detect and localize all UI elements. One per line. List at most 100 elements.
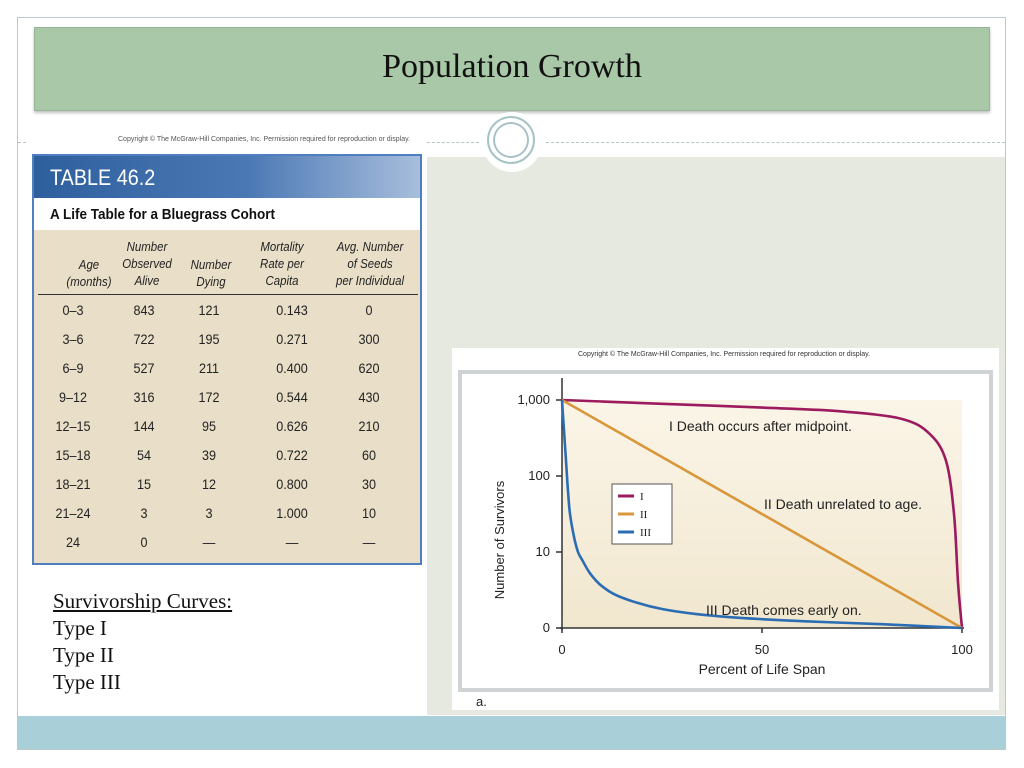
table-row: 6–9 527 211 0.400 620 [34,360,420,389]
text-block: Survivorship Curves: Type I Type II Type… [53,588,232,696]
table-cell-dying: — [202,534,216,550]
table-copyright: Copyright © The McGraw-Hill Companies, I… [118,136,411,143]
y-tick-label: 1,000 [517,392,550,407]
x-tick-label: 100 [951,642,973,657]
table-cell-mortality: 0.544 [276,389,308,405]
legend-label: II [640,509,648,521]
y-tick-label: 100 [528,468,550,483]
table-row: 12–15 144 95 0.626 210 [34,418,420,447]
curve-annotation: III Death comes early on. [706,602,862,618]
table-cell-mortality: 0.143 [276,302,308,318]
table-cell-seeds: — [362,534,376,550]
table-column-header: Number Dying [190,257,232,289]
survivorship-type-item: Type II [53,643,114,667]
table-cell-seeds: 430 [358,389,380,405]
table-cell-mortality: 0.271 [276,331,308,347]
survivorship-type-item: Type I [53,616,107,640]
table-cell-seeds: 10 [361,505,377,521]
table-cell-age: 6–9 [62,360,84,376]
table-cell-dying: 95 [201,418,217,434]
table-cell-seeds: 30 [361,476,377,492]
legend-label: III [640,527,651,539]
table-cell-age: 0–3 [62,302,84,318]
table-cell-dying: 211 [198,360,220,376]
table-column-header: Number Observed Alive [122,239,172,288]
x-tick-label: 0 [558,642,565,657]
table-cell-alive: 144 [133,418,155,434]
table-column-header: Avg. Number of Seeds per Individual [335,239,405,288]
table-row: 24 0 — — — [34,534,420,563]
curve-annotation: II Death unrelated to age. [764,496,922,512]
table-cell-age: 3–6 [62,331,84,347]
y-axis-label: Number of Survivors [492,480,507,599]
table-header-rule [38,294,418,295]
table-column-header: Age (months) [66,257,112,289]
table-cell-dying: 3 [205,505,213,521]
table-cell-mortality: 0.800 [276,476,308,492]
table-cell-seeds: 0 [365,302,373,318]
bottom-band [18,716,1005,749]
curve-annotation: I Death occurs after midpoint. [669,418,852,434]
series-line-type-ii [561,398,963,630]
table-cell-dying: 195 [198,331,220,347]
legend-label: I [640,491,644,503]
title-bar: Population Growth [34,27,990,111]
slide-title: Population Growth [382,48,642,85]
x-axis-label: Percent of Life Span [699,661,826,677]
y-tick-label: 10 [536,544,550,559]
table-number: TABLE 46.2 [50,165,156,190]
table-cell-age: 24 [65,534,81,550]
table-cell-dying: 121 [198,302,220,318]
table-cell-dying: 39 [201,447,217,463]
table-row: 3–6 722 195 0.271 300 [34,331,420,360]
table-cell-mortality: 0.626 [276,418,308,434]
divider-line-left [18,142,26,143]
table-row: 0–3 843 121 0.143 0 [34,302,420,331]
table-cell-alive: 843 [133,302,155,318]
panel-label: a. [476,694,487,709]
table-cell-alive: 3 [140,505,148,521]
survivorship-chart: Copyright © The McGraw-Hill Companies, I… [458,350,993,709]
table-cell-alive: 15 [136,476,152,492]
table-cell-alive: 54 [136,447,152,463]
table-cell-alive: 0 [140,534,148,550]
table-cell-seeds: 60 [361,447,377,463]
table-cell-dying: 172 [198,389,220,405]
curve-annotations: I Death occurs after midpoint. II Death u… [669,418,922,618]
life-table: TABLE 46.2 A Life Table for a Bluegrass … [32,154,422,565]
table-row: 21–24 3 3 1.000 10 [34,505,420,534]
table-cell-age: 21–24 [55,505,91,521]
divider-line-mid [427,142,479,143]
table-cell-age: 9–12 [58,389,88,405]
survivorship-heading: Survivorship Curves: [53,589,233,613]
table-cell-seeds: 620 [358,360,380,376]
chart-panel: Copyright © The McGraw-Hill Companies, I… [452,348,999,710]
x-ticks: 0 50 100 [558,628,973,657]
divider-ornament-ring [487,116,535,164]
chart-copyright: Copyright © The McGraw-Hill Companies, I… [578,350,870,358]
series-line-type-i [561,398,964,629]
series-lines [560,398,964,630]
y-ticks: 0 10 100 1,000 [517,392,562,635]
table-cell-alive: 527 [133,360,155,376]
divider-line-right [546,142,1005,143]
table-cell-age: 18–21 [55,476,91,492]
table-cell-seeds: 300 [358,331,380,347]
table-cell-age: 12–15 [55,418,91,434]
table-cell-alive: 722 [133,331,155,347]
y-tick-label: 0 [543,620,550,635]
table-header-bar: TABLE 46.2 [34,156,420,198]
table-cell-mortality: — [285,534,299,550]
x-tick-label: 50 [755,642,769,657]
table-cell-mortality: 0.400 [276,360,308,376]
table-row: 15–18 54 39 0.722 60 [34,447,420,476]
table-row: 9–12 316 172 0.544 430 [34,389,420,418]
series-line-type-iii [560,399,963,630]
table-column-header: Mortality Rate per Capita [260,239,304,288]
table-caption-row: A Life Table for a Bluegrass Cohort [34,198,420,230]
table-cell-age: 15–18 [55,447,91,463]
table-row: 18–21 15 12 0.800 30 [34,476,420,505]
survivorship-type-item: Type III [53,670,121,694]
table-cell-alive: 316 [133,389,155,405]
